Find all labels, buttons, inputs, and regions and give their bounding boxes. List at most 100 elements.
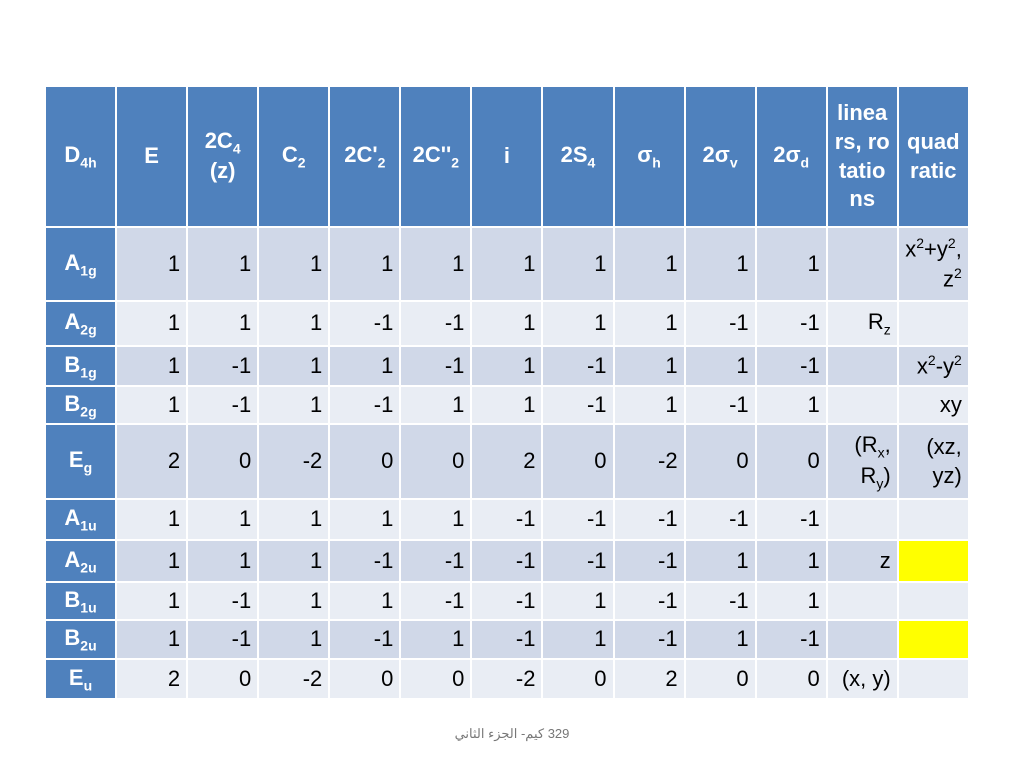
subscript: u [83, 677, 93, 694]
table-row: A1u 1 1 1 1 1 -1 -1 -1 -1 -1 [43, 498, 970, 541]
table-cell: -1 [186, 385, 260, 425]
table-cell: 0 [328, 423, 402, 500]
text-part: E [68, 447, 84, 473]
table-cell: x2-y2 [896, 345, 970, 387]
row-label: B1u [43, 581, 118, 621]
subscript: 4 [587, 154, 596, 171]
table-cell: 1 [399, 385, 473, 425]
table-cell: 0 [399, 423, 473, 500]
table-cell: 1 [541, 619, 615, 660]
column-header: linears, rotations [825, 85, 899, 228]
table-cell [896, 539, 970, 583]
table-cell: -1 [754, 619, 828, 660]
table-cell: -1 [186, 619, 260, 660]
table-cell: -2 [612, 423, 686, 500]
text-part: E [68, 664, 84, 690]
row-label: A2g [43, 300, 118, 347]
table-row: B2u 1 -1 1 -1 1 -1 1 -1 1 -1 [43, 619, 970, 660]
text-part: 2C'' [412, 142, 452, 168]
table-cell: -1 [612, 498, 686, 541]
subscript: 1g [80, 262, 97, 279]
table-row: Eu 2 0 -2 0 0 -2 0 2 0 0 (x, y) [43, 658, 970, 700]
text-part: σ [637, 142, 653, 168]
subscript: 2 [451, 154, 460, 171]
table-cell: 2 [612, 658, 686, 700]
text-part: 2C' [344, 142, 378, 168]
text-part: 2C [204, 127, 233, 153]
supscript: 2 [954, 265, 962, 281]
table-cell [825, 619, 899, 660]
table-cell [825, 385, 899, 425]
subscript: z [883, 321, 891, 338]
table-cell: -1 [399, 539, 473, 583]
table-cell: 1 [115, 619, 189, 660]
table-cell: 1 [754, 581, 828, 621]
text-part: , R [860, 431, 891, 488]
table-cell: 0 [399, 658, 473, 700]
subscript: y [876, 474, 884, 491]
table-cell: -1 [541, 539, 615, 583]
character-table: D4h E 2C4 (z) C2 2C'2 2C''2 i 2S4 σh 2σv 2σd linear… [43, 85, 970, 700]
table-cell: -1 [186, 345, 260, 387]
table-cell: -1 [612, 581, 686, 621]
table-cell [825, 581, 899, 621]
table-cell: -1 [683, 581, 757, 621]
table-cell: 1 [115, 581, 189, 621]
table-cell: -1 [612, 619, 686, 660]
table-row: A2g 1 1 1 -1 -1 1 1 1 -1 -1 Rz [43, 300, 970, 347]
table-cell: 0 [683, 423, 757, 500]
subscript: 1g [80, 364, 97, 381]
table-cell: 1 [257, 226, 331, 302]
table-cell: -1 [328, 385, 402, 425]
text-part: B [64, 625, 81, 651]
table-row: B1g 1 -1 1 1 -1 1 -1 1 1 -1 x2-y2 [43, 345, 970, 387]
table-cell: -1 [328, 300, 402, 347]
column-header: 2C4 (z) [186, 85, 260, 228]
table-cell: -2 [470, 658, 544, 700]
text-part: A [64, 505, 81, 531]
table-cell: 1 [754, 385, 828, 425]
text-part: 2S [560, 142, 588, 168]
table-cell: 1 [115, 345, 189, 387]
subscript: h [652, 154, 661, 171]
subscript: v [729, 154, 738, 171]
table-cell: 0 [754, 658, 828, 700]
table-cell: -1 [612, 539, 686, 583]
column-header: C2 [257, 85, 331, 228]
subscript: 1u [80, 517, 97, 534]
table-cell: 1 [399, 498, 473, 541]
footer: 329 كيم- الجزء الثاني [454, 726, 570, 741]
text-part: C [281, 142, 298, 168]
text-part: +y [924, 236, 948, 262]
subscript: g [83, 459, 93, 476]
row-label: Eg [43, 423, 118, 500]
table-cell: -1 [754, 300, 828, 347]
table-cell: 1 [257, 619, 331, 660]
supscript: 2 [927, 352, 936, 369]
table-cell: 1 [115, 226, 189, 302]
table-cell: 1 [115, 498, 189, 541]
table-cell: 1 [257, 498, 331, 541]
table-cell: 1 [186, 498, 260, 541]
table-cell: 1 [683, 345, 757, 387]
column-header: 2σd [754, 85, 828, 228]
text-part: ) [883, 462, 891, 488]
table-cell: 1 [257, 539, 331, 583]
subscript: 2g [80, 321, 97, 338]
row-label: A1u [43, 498, 118, 541]
text-part: A [64, 546, 81, 572]
table-cell: 1 [612, 300, 686, 347]
table-cell: (xz, yz) [896, 423, 970, 500]
table-cell: -1 [328, 619, 402, 660]
subscript: 4h [80, 154, 97, 171]
table-cell: -1 [399, 300, 473, 347]
text-part: B [64, 586, 81, 612]
subscript: 2u [80, 637, 97, 654]
subscript: 2 [377, 154, 386, 171]
table-cell: 1 [541, 226, 615, 302]
table-cell: 2 [470, 423, 544, 500]
table-cell: 2 [115, 658, 189, 700]
table-cell: -1 [328, 539, 402, 583]
row-label: A1g [43, 226, 118, 302]
subscript: 4 [232, 140, 241, 157]
